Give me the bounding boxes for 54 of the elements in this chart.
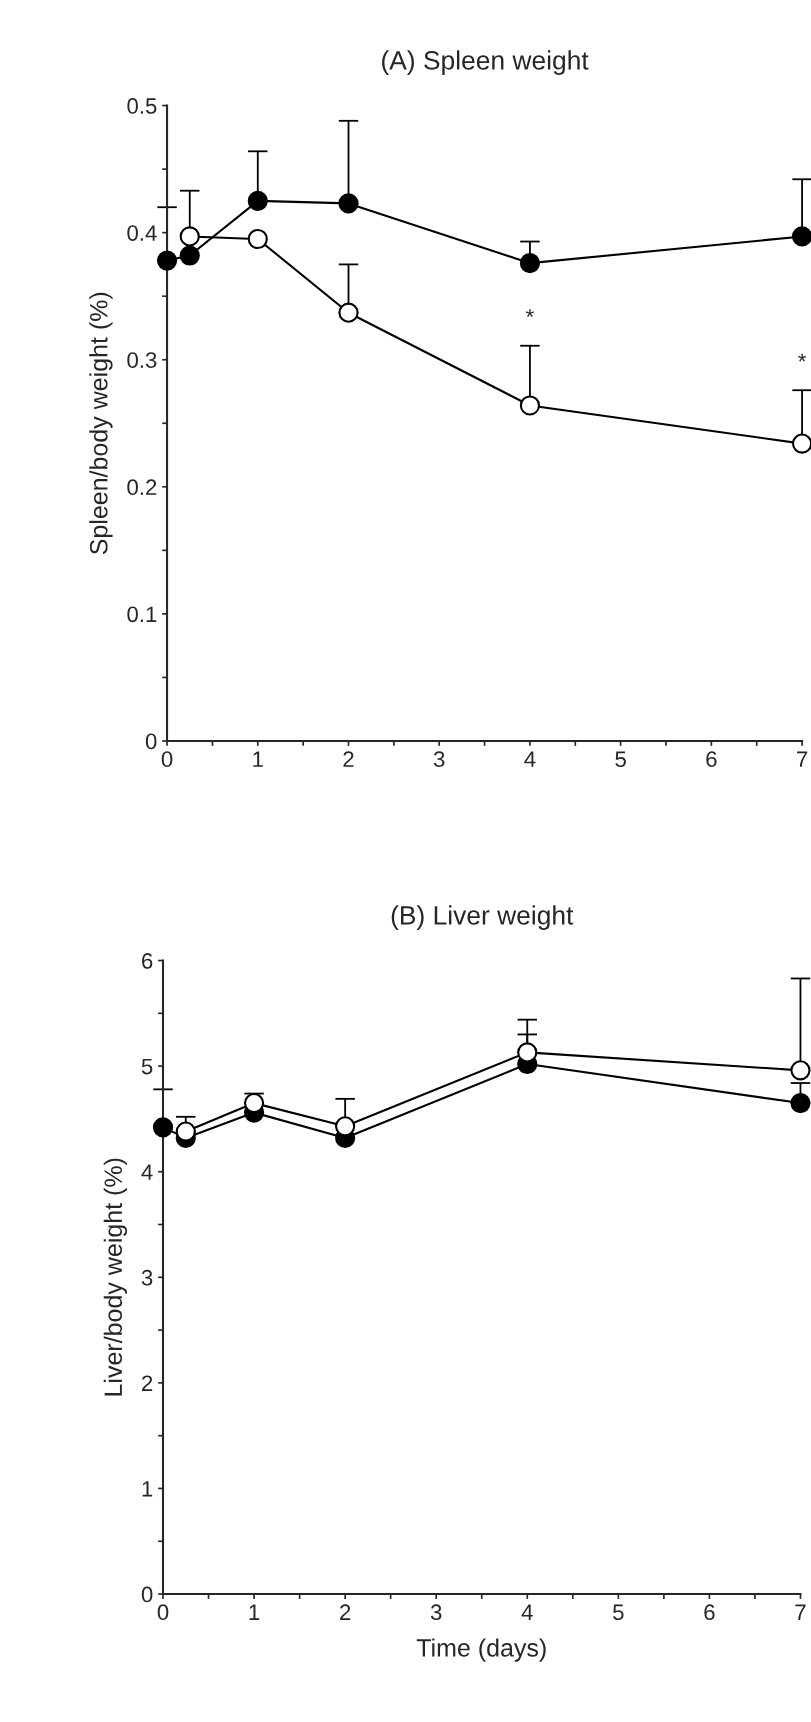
y-tick-label: 6: [142, 953, 153, 969]
x-tick-label: 3: [430, 1604, 442, 1621]
x-tick-label: 5: [613, 1604, 624, 1621]
y-tick-label: 0.5: [127, 98, 157, 114]
y-tick-label: 0.4: [127, 225, 157, 241]
point: [517, 1042, 538, 1063]
point: [791, 226, 811, 247]
point: [338, 302, 359, 323]
x-tick-label: 4: [521, 1604, 533, 1620]
point: [175, 1121, 196, 1142]
y-tick-label: 2: [142, 1375, 153, 1391]
x-tick-label: 4: [524, 751, 536, 767]
y-tick-label: 0.2: [127, 479, 157, 496]
x-axis-title: Time (days): [416, 1638, 546, 1662]
y-tick-label: 0: [141, 1586, 153, 1603]
x-tick-label: 2: [340, 1604, 351, 1620]
y-tick-label: 1: [142, 1481, 153, 1497]
x-tick-label: 0: [161, 751, 173, 768]
point: [519, 395, 541, 416]
y-tick-label: 0.1: [127, 606, 157, 623]
point: [156, 250, 178, 271]
point: [338, 193, 359, 214]
point: [335, 1116, 356, 1137]
annotation: *: [525, 309, 534, 317]
point: [243, 1092, 265, 1114]
x-tick-label: 6: [706, 751, 717, 768]
y-tick-label: 5: [141, 1058, 153, 1075]
x-tick-label: 6: [704, 1604, 715, 1621]
x-tick-label: 7: [797, 751, 808, 767]
x-tick-label: 1: [253, 751, 263, 767]
annotation: *: [798, 353, 807, 362]
x-tick-label: 1: [249, 1604, 260, 1620]
point: [179, 245, 200, 266]
point: [247, 190, 268, 211]
x-tick-label: 0: [157, 1604, 169, 1621]
chart-title: (B) Liver weight: [391, 905, 574, 930]
y-axis-title: Liver/body weight (%): [103, 1158, 128, 1396]
x-tick-label: 2: [343, 751, 354, 767]
y-tick-label: 3: [141, 1269, 153, 1286]
point: [791, 433, 811, 454]
point: [790, 1092, 811, 1114]
y-tick-label: 0.3: [127, 352, 157, 368]
chart-title: (A) Spleen weight: [382, 50, 589, 75]
point: [247, 228, 268, 250]
y-tick-label: 4: [141, 1164, 153, 1180]
y-tick-label: 0: [145, 733, 157, 750]
x-tick-label: 5: [615, 751, 626, 768]
point: [790, 1060, 811, 1081]
x-tick-label: 7: [795, 1604, 806, 1620]
point: [152, 1117, 174, 1138]
y-axis-title: Spleen/body weight (%): [89, 292, 113, 555]
point: [519, 253, 541, 274]
point: [179, 226, 200, 247]
x-tick-label: 3: [433, 751, 445, 768]
